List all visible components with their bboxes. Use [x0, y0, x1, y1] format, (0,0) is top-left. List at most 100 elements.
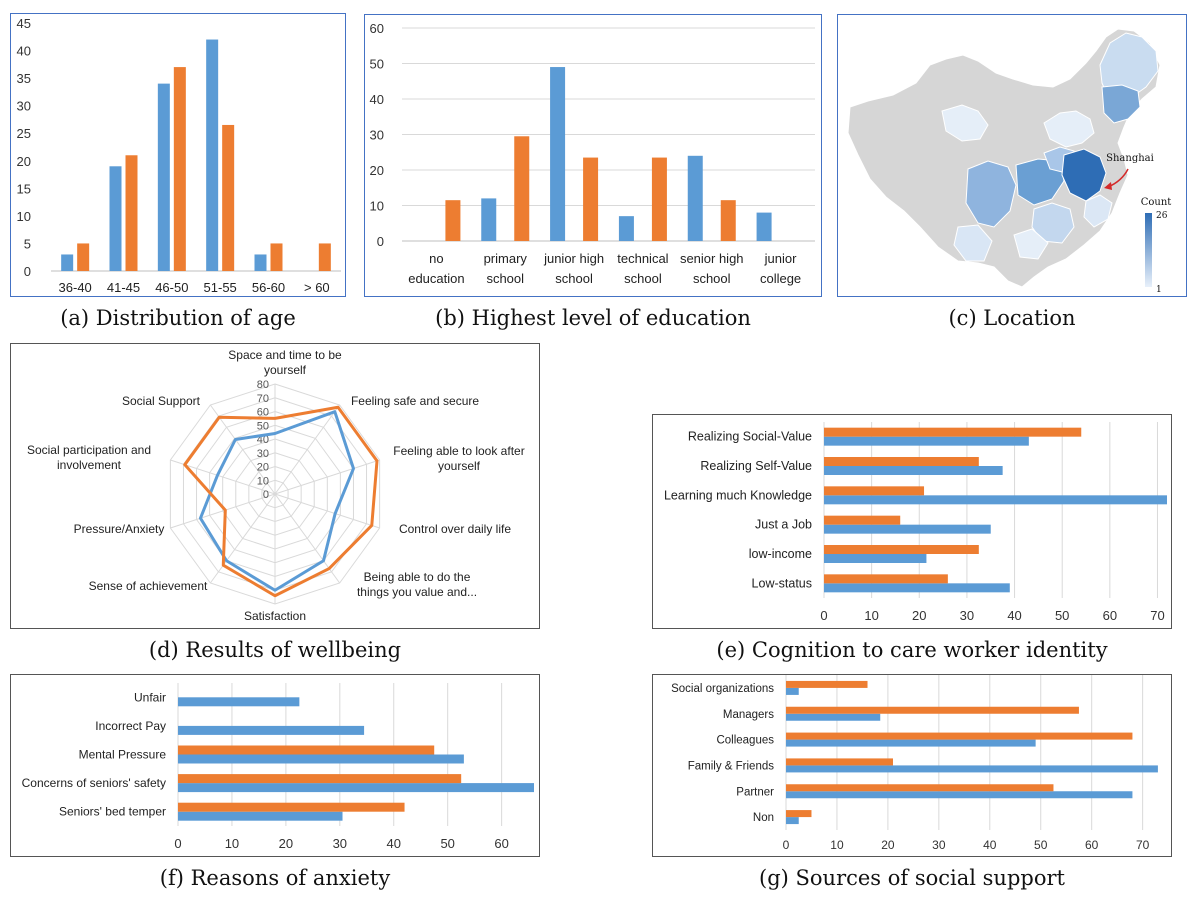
bar: [514, 136, 530, 241]
china-choropleth-map: Shanghai Count 26 1: [847, 28, 1171, 295]
y-tick-label: 45: [17, 16, 31, 31]
bar: [824, 495, 1167, 505]
x-tick-label: senior high: [680, 251, 744, 266]
bar: [178, 811, 343, 821]
bar: [125, 155, 138, 271]
radar-tick-label: 70: [257, 393, 269, 405]
x-tick-label: 60: [1085, 838, 1099, 852]
category-label: Low-status: [752, 576, 812, 590]
shanghai-arrowhead: [1104, 182, 1112, 190]
y-tick-label: 60: [370, 21, 384, 36]
x-tick-label: 20: [912, 608, 926, 623]
map-zhejiang-region: [1083, 194, 1113, 228]
bar: [786, 713, 881, 721]
bar: [824, 515, 901, 525]
x-tick-label: college: [760, 271, 801, 286]
y-tick-label: 40: [370, 92, 384, 107]
radar-spoke: [209, 404, 276, 495]
category-label: Social organizations: [671, 683, 774, 695]
bar: [786, 732, 1133, 740]
radar-spoke: [274, 404, 341, 495]
x-tick-label: 0: [820, 608, 827, 623]
map-yunnan-region: [953, 224, 993, 262]
radar-axis-label: yourself: [264, 363, 307, 377]
radar-axis-label: Satisfaction: [244, 609, 306, 623]
x-tick-label: 51-55: [204, 280, 237, 295]
x-tick-label: 0: [783, 838, 790, 852]
category-label: Just a Job: [755, 518, 812, 532]
x-tick-label: school: [624, 271, 662, 286]
x-tick-label: 10: [225, 836, 239, 851]
y-tick-label: 30: [17, 99, 31, 114]
radar-axis-label: Being able to do the: [364, 570, 471, 584]
radar-series-blue: [198, 410, 355, 592]
bar: [222, 124, 235, 271]
category-label: Mental Pressure: [79, 748, 167, 762]
support-caption: (g) Sources of social support: [759, 866, 1065, 890]
x-tick-label: 50: [1034, 838, 1048, 852]
x-tick-label: 46-50: [155, 280, 188, 295]
wellbeing-caption: (d) Results of wellbeing: [148, 638, 402, 662]
bar: [824, 574, 948, 584]
y-tick-label: 0: [24, 264, 31, 279]
bar: [786, 680, 868, 688]
x-tick-label: 10: [830, 838, 844, 852]
category-label: Colleagues: [716, 735, 774, 747]
map-legend-bar: [1145, 213, 1152, 287]
bar: [270, 243, 283, 271]
radar-tick-label: 0: [263, 489, 269, 501]
bar: [824, 545, 979, 554]
bar: [651, 157, 667, 241]
radar-axis-label: Feeling able to look after: [393, 444, 524, 458]
radar-axis-label: Pressure/Anxiety: [74, 522, 165, 536]
bar: [786, 784, 1054, 792]
bar: [178, 783, 534, 793]
bar: [178, 725, 365, 735]
category-label: Realizing Social-Value: [688, 430, 812, 444]
y-tick-label: 30: [370, 128, 384, 143]
radar-spoke: [274, 493, 380, 529]
bar: [61, 254, 74, 271]
map-liaoning-region: [1101, 84, 1141, 124]
map-legend-min: 1: [1156, 285, 1162, 295]
y-tick-label: 50: [370, 57, 384, 72]
education-bar-chart: 0 10 20 30 40 50 60 no education primary school jun…: [370, 21, 815, 286]
x-tick-label: 10: [864, 608, 878, 623]
anxiety-caption: (f) Reasons of anxiety: [159, 866, 391, 890]
radar-series-orange: [183, 405, 379, 598]
radar-axis-label: Sense of achievement: [89, 579, 208, 593]
category-label: Realizing Self-Value: [700, 459, 812, 473]
y-tick-label: 5: [24, 236, 31, 251]
y-tick-label: 10: [370, 199, 384, 214]
bar: [206, 39, 219, 272]
map-jiangsu-region: [1061, 148, 1107, 202]
bar: [786, 817, 799, 825]
y-tick-label: 20: [370, 163, 384, 178]
bar: [318, 243, 331, 271]
bar: [178, 802, 405, 812]
radar-tick-label: 80: [257, 379, 269, 391]
y-tick-label: 25: [17, 126, 31, 141]
radar-spoke: [170, 493, 276, 529]
map-base-land: [847, 28, 1161, 288]
x-tick-label: 56-60: [252, 280, 285, 295]
map-guangxi-region: [1013, 228, 1049, 260]
category-label: Seniors' bed temper: [59, 805, 166, 819]
identity-hbar-chart: 0 10 20 30 40 50 60 70 Realizing Social-Value Rea…: [664, 422, 1167, 623]
y-tick-label: 20: [17, 154, 31, 169]
x-tick-label: 60: [1103, 608, 1117, 623]
x-tick-label: > 60: [304, 280, 330, 295]
bar: [786, 810, 812, 818]
x-tick-label: school: [555, 271, 593, 286]
x-tick-label: education: [408, 271, 464, 286]
location-caption: (c) Location: [948, 306, 1076, 330]
anxiety-chart-panel: 0 10 20 30 40 50 60 Unfair Incorrect Pay Mental P…: [10, 674, 540, 857]
bar: [786, 765, 1158, 773]
age-bar-chart: 0 5 10 15 20 25 30 35 40 45 36-40 41-45 46-50 51-55 56…: [17, 16, 341, 295]
x-tick-label: 30: [932, 838, 946, 852]
y-tick-label: 10: [17, 209, 31, 224]
radar-axis-label: Social participation and: [27, 443, 151, 457]
age-caption: (a) Distribution of age: [60, 306, 296, 330]
radar-axis-label: Space and time to be: [228, 348, 342, 362]
